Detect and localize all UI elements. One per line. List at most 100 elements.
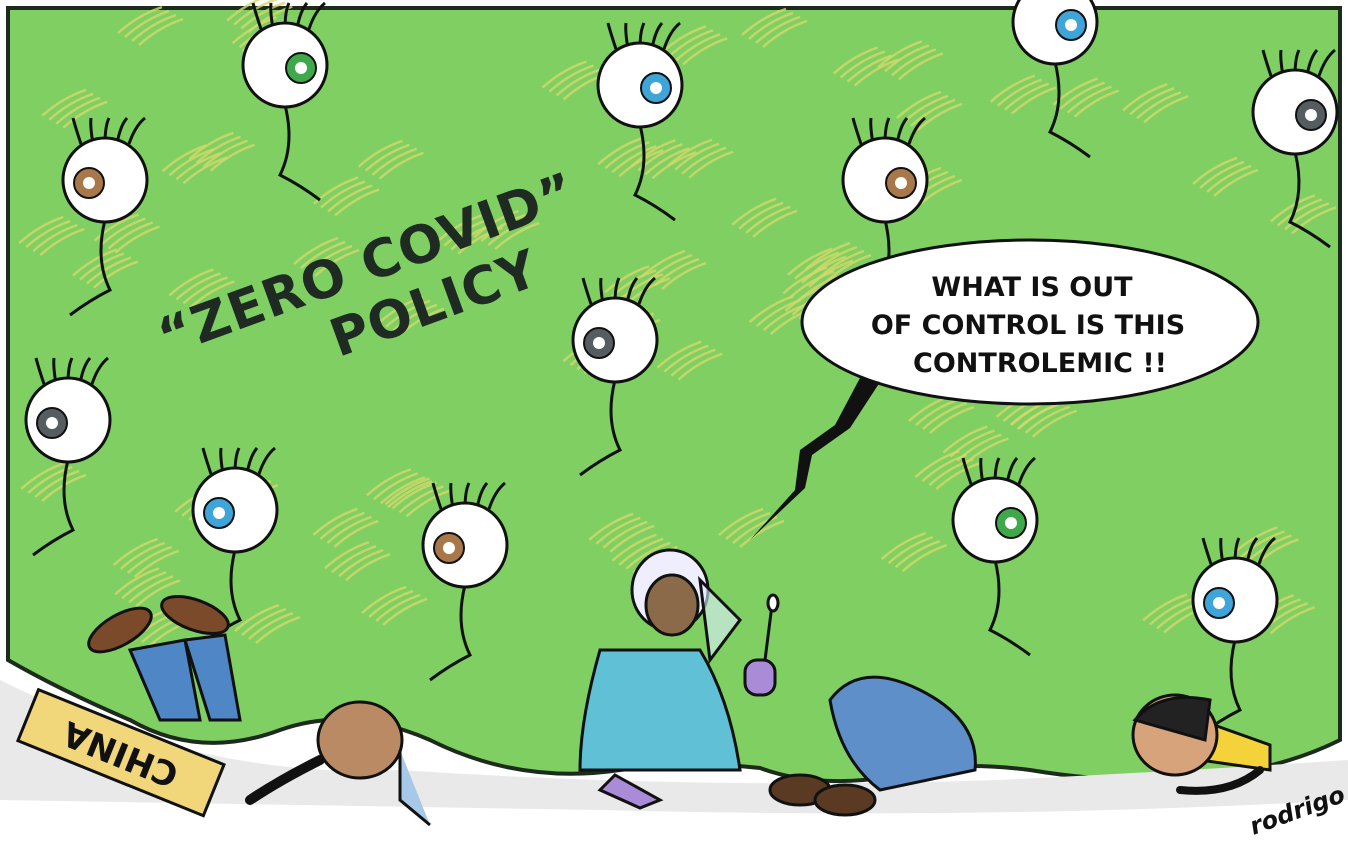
texture-stroke: [327, 184, 373, 213]
texture-stroke: [399, 307, 445, 336]
eye-tail: [632, 124, 676, 222]
texture-stroke: [618, 537, 664, 566]
texture-stroke: [688, 150, 734, 179]
texture-stroke: [364, 143, 410, 172]
texture-stroke: [647, 253, 693, 283]
texture-stroke: [618, 149, 664, 178]
texture-stroke: [894, 539, 941, 569]
texture-stroke: [1073, 89, 1119, 118]
texture-stroke: [1291, 206, 1337, 235]
eyelash: [71, 117, 83, 145]
texture-stroke: [333, 519, 379, 548]
texture-stroke: [890, 48, 937, 77]
texture-stroke: [385, 299, 431, 328]
texture-stroke: [963, 437, 1009, 466]
texture-stroke: [805, 241, 851, 271]
texture-stroke: [255, 615, 301, 645]
eyelash: [606, 22, 618, 50]
texture-stroke: [93, 213, 140, 242]
texture-stroke: [1253, 538, 1299, 567]
texture-stroke: [487, 217, 533, 246]
texture-stroke: [677, 352, 723, 381]
texture-stroke: [1052, 77, 1098, 106]
texture-stroke: [1059, 81, 1105, 110]
texture-stroke: [801, 255, 847, 284]
texture-stroke: [597, 137, 643, 166]
texture-stroke: [135, 579, 181, 608]
texture-stroke: [942, 425, 988, 454]
texture-stroke: [794, 251, 840, 280]
texture-stroke: [202, 139, 248, 168]
eye: [241, 1, 329, 202]
texture-stroke: [41, 88, 87, 117]
texture-stroke: [949, 429, 995, 458]
texture-stroke: [357, 139, 403, 168]
texture-stroke: [989, 74, 1036, 103]
texture-stroke: [789, 270, 835, 299]
texture-stroke: [1239, 530, 1285, 559]
pupil: [650, 82, 662, 94]
eyeball: [951, 476, 1039, 564]
pupil: [46, 417, 58, 429]
eye: [191, 446, 279, 647]
texture-stroke: [443, 218, 489, 247]
texture-stroke: [307, 244, 353, 273]
texture-stroke: [654, 257, 700, 287]
texture-stroke: [738, 201, 784, 230]
pupil: [295, 62, 307, 74]
texture-stroke: [661, 261, 707, 291]
texture-stroke: [996, 78, 1043, 107]
texture-stroke: [853, 58, 900, 87]
texture-stroke: [668, 29, 714, 58]
pupil: [1065, 19, 1077, 31]
eyelash: [251, 2, 263, 30]
eye-tail: [69, 219, 113, 317]
texture-stroke: [319, 511, 365, 540]
texture-stroke: [366, 468, 412, 497]
texture-stroke: [917, 102, 963, 131]
texture-stroke: [901, 543, 948, 573]
texture-stroke: [787, 247, 833, 276]
texture-stroke: [480, 213, 526, 242]
texture-stroke: [929, 405, 975, 435]
texture-stroke: [630, 139, 676, 168]
texture-stroke: [637, 143, 683, 172]
texture-stroke: [541, 60, 587, 89]
speech-tail: [750, 378, 880, 540]
texture-stroke: [611, 533, 657, 562]
texture-stroke: [314, 248, 360, 277]
eyelash: [1017, 456, 1036, 485]
eye-tail: [987, 559, 1031, 657]
texture-stroke: [611, 145, 657, 174]
texture-stroke: [371, 147, 417, 176]
texture-stroke: [241, 607, 287, 637]
texture-stroke: [661, 25, 707, 54]
texture-stroke: [656, 340, 702, 369]
eye: [24, 356, 112, 557]
texture-stroke: [1277, 198, 1323, 227]
texture-stroke: [117, 5, 163, 34]
eye: [1011, 0, 1099, 159]
texture-stroke: [839, 50, 886, 79]
texture-stroke: [378, 295, 424, 324]
texture-stroke: [121, 571, 167, 600]
texture-stroke: [752, 209, 798, 238]
eyelash: [1261, 49, 1273, 77]
texture-stroke: [133, 549, 180, 578]
texture-stroke: [382, 597, 428, 626]
eyeball: [571, 296, 659, 384]
texture-stroke: [819, 249, 865, 279]
texture-stroke: [739, 519, 785, 548]
texture-stroke: [161, 144, 207, 173]
texture-stroke: [897, 52, 944, 81]
texture-stroke: [718, 507, 764, 536]
texture-stroke: [334, 188, 380, 217]
texture-stroke: [956, 433, 1002, 462]
eyeball: [241, 21, 329, 109]
texture-stroke: [1024, 405, 1071, 434]
texture-stroke: [300, 240, 346, 269]
eyelash: [487, 481, 506, 510]
texture-stroke: [640, 249, 686, 279]
eyelash: [907, 116, 926, 145]
texture-stroke: [1142, 593, 1188, 622]
